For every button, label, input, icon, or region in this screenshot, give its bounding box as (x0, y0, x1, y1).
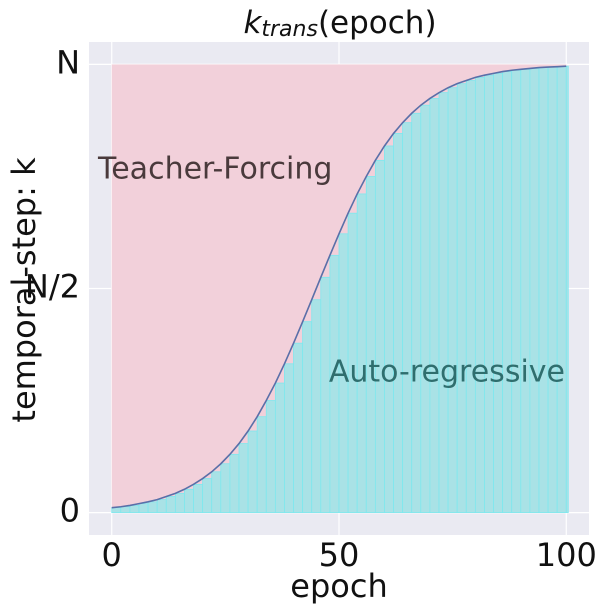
y-tick-label: 0 (60, 492, 80, 530)
step-bar (284, 363, 294, 513)
step-bar (193, 483, 204, 513)
step-bar (411, 112, 422, 513)
step-bar (138, 503, 149, 513)
step-bar (420, 104, 431, 513)
y-tick-label: N/2 (25, 268, 80, 306)
title-sub: trans (261, 17, 318, 42)
x-axis-label: epoch (290, 567, 387, 605)
step-bar (202, 478, 213, 513)
step-bar (374, 159, 385, 513)
step-bar (474, 77, 485, 513)
step-bar (247, 430, 258, 513)
plot-layer (89, 42, 589, 535)
step-bar (238, 443, 249, 513)
step-bar (156, 499, 167, 513)
step-bar (311, 299, 322, 513)
step-bar (256, 416, 267, 513)
step-bar (429, 98, 440, 513)
step-bar (393, 133, 404, 513)
step-bar (502, 71, 513, 513)
step-bar (556, 66, 567, 513)
step-bar (384, 145, 394, 513)
step-bar (293, 342, 304, 513)
step-bar (129, 505, 140, 513)
y-tick-label: N (56, 43, 80, 81)
title-rest: (epoch) (318, 5, 437, 41)
chart-title: ktrans(epoch) (243, 5, 436, 43)
step-bar (438, 92, 449, 513)
step-bar (547, 66, 558, 513)
annotation: Teacher-Forcing (97, 152, 332, 187)
step-bar (147, 501, 158, 513)
step-bar (174, 492, 185, 513)
step-bar (220, 463, 231, 513)
step-bar (302, 321, 313, 513)
curve (111, 65, 567, 509)
step-bar (229, 453, 240, 513)
step-bar (447, 87, 458, 513)
step-bar (111, 507, 122, 513)
step-bar (529, 68, 540, 513)
step-bar (484, 74, 494, 513)
x-tick-label: 100 (536, 536, 597, 574)
step-bar (184, 488, 194, 513)
step-bar (493, 72, 504, 513)
title-base: k (243, 5, 262, 41)
step-bar (538, 67, 549, 513)
step-bar (365, 176, 376, 513)
step-bar (402, 122, 413, 513)
step-bar (511, 69, 522, 513)
step-bar (211, 471, 222, 513)
step-bar (456, 83, 467, 513)
step-bar (320, 276, 331, 513)
step-bar (165, 496, 176, 513)
y-axis-label: temporal-step: k (5, 157, 43, 423)
step-bar (265, 400, 276, 513)
step-bar (274, 382, 285, 513)
step-bar (356, 193, 367, 513)
step-bar (465, 80, 476, 513)
x-tick-label: 0 (102, 536, 122, 574)
step-bar (120, 506, 131, 513)
step-bar (565, 65, 569, 513)
annotation: Auto-regressive (329, 355, 565, 390)
step-bar (520, 68, 531, 513)
x-tick-label: 50 (319, 536, 360, 574)
